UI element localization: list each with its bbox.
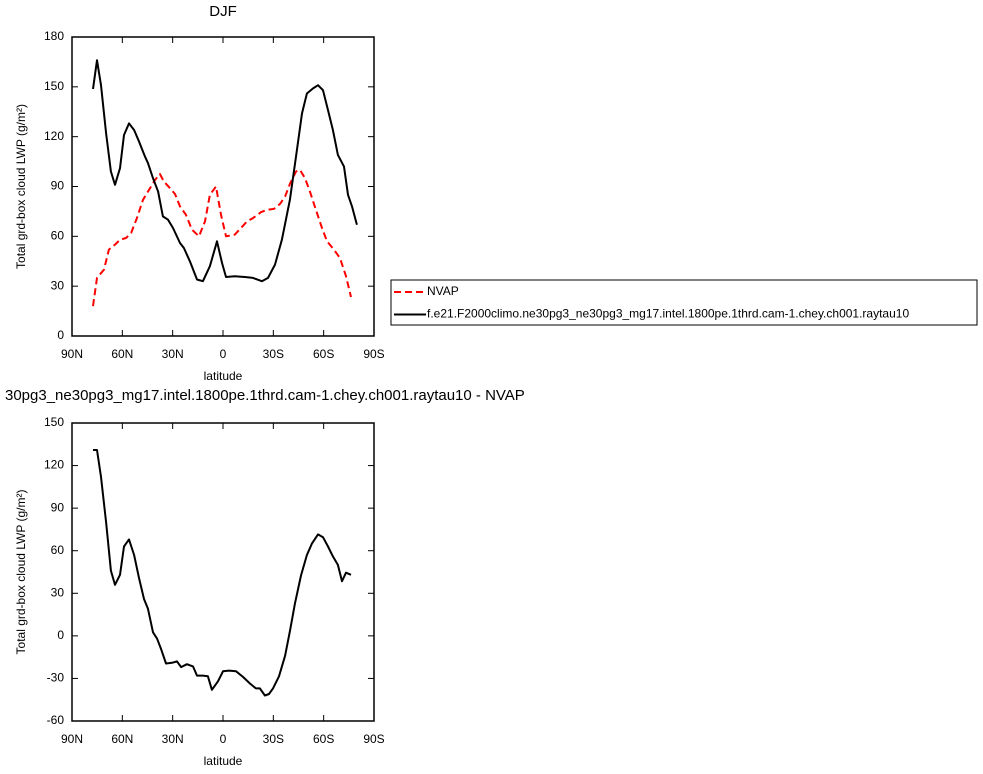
x-tick-label: 60N (111, 347, 133, 361)
x-tick-label: 90S (363, 347, 384, 361)
y-tick-label: 60 (51, 543, 65, 557)
y-tick-label: 90 (51, 179, 65, 193)
x-tick-label: 90S (363, 732, 384, 746)
y-tick-label: 30 (51, 278, 65, 292)
series-line (92, 59, 358, 283)
plot-frame (71, 36, 375, 337)
x-tick-label: 60N (111, 732, 133, 746)
y-tick-label: 150 (44, 415, 64, 429)
y-tick-label: 150 (44, 79, 64, 93)
x-tick-label: 0 (220, 347, 227, 361)
x-tick-label: 30N (162, 347, 184, 361)
x-tick-label: 30S (263, 732, 284, 746)
y-tick-label: -60 (47, 713, 65, 727)
y-tick-label: 90 (51, 500, 65, 514)
legend-label: f.e21.F2000climo.ne30pg3_ne30pg3_mg17.in… (427, 307, 909, 321)
x-tick-label: 30N (162, 732, 184, 746)
chart-title: 30pg3_ne30pg3_mg17.intel.1800pe.1thrd.ca… (5, 387, 525, 404)
legend-label: NVAP (427, 284, 459, 298)
x-axis-label: latitude (204, 754, 243, 768)
y-axis-label: Total grd-box cloud LWP (g/m²) (14, 490, 28, 655)
x-tick-label: 90N (61, 732, 83, 746)
series-line (92, 168, 352, 307)
x-tick-label: 60S (313, 732, 334, 746)
plot-frame (71, 422, 375, 722)
y-tick-label: 180 (44, 29, 64, 43)
x-tick-label: 0 (220, 732, 227, 746)
y-axis-label: Total grd-box cloud LWP (g/m²) (14, 104, 28, 269)
legend-box (390, 279, 978, 326)
y-tick-label: 60 (51, 229, 65, 243)
y-tick-label: 0 (57, 628, 64, 642)
x-tick-label: 90N (61, 347, 83, 361)
y-tick-label: -30 (47, 671, 65, 685)
x-axis-label: latitude (204, 369, 243, 383)
y-tick-label: 120 (44, 129, 64, 143)
x-tick-label: 60S (313, 347, 334, 361)
x-tick-label: 30S (263, 347, 284, 361)
y-tick-label: 0 (57, 328, 64, 342)
y-tick-label: 30 (51, 585, 65, 599)
series-line (93, 449, 352, 697)
y-tick-label: 120 (44, 458, 64, 472)
chart-title: DJF (209, 3, 237, 20)
